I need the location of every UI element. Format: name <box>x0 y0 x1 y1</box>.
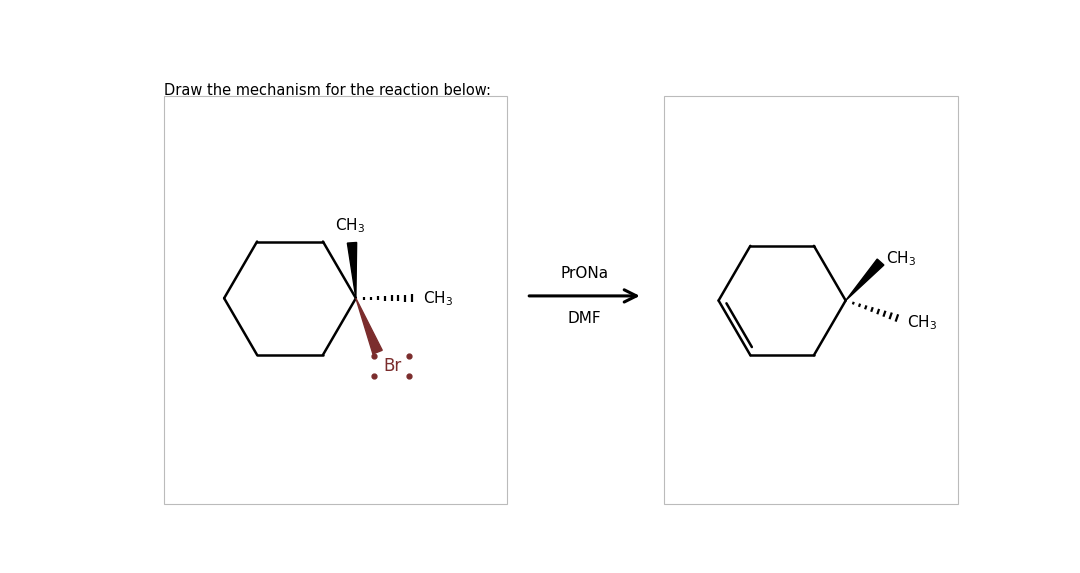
Text: CH$_3$: CH$_3$ <box>422 289 453 308</box>
Text: CH$_3$: CH$_3$ <box>336 217 365 235</box>
Text: DMF: DMF <box>568 311 602 326</box>
Text: PrONa: PrONa <box>561 265 608 281</box>
Bar <box>663 96 958 504</box>
Polygon shape <box>356 298 382 354</box>
Text: CH$_3$: CH$_3$ <box>907 313 937 332</box>
Text: CH$_3$: CH$_3$ <box>886 250 916 268</box>
Polygon shape <box>846 259 883 300</box>
Polygon shape <box>348 242 356 298</box>
Bar <box>164 96 507 504</box>
Text: Draw the mechanism for the reaction below:: Draw the mechanism for the reaction belo… <box>164 83 491 97</box>
Text: Br: Br <box>383 357 402 375</box>
